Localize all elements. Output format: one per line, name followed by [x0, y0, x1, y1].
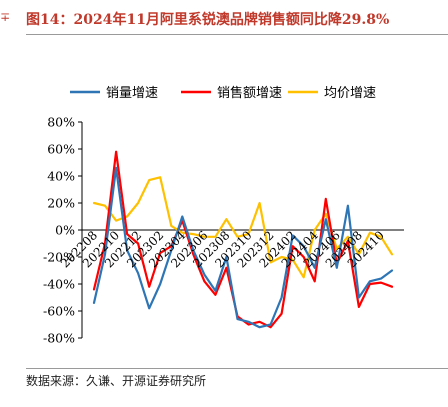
left-edge-mark: ∓ — [0, 10, 11, 24]
y-tick-label: 80% — [47, 115, 75, 130]
chart-axes: 80% 60% 40% 20% 0% -20% -40% -60% -80% — [43, 115, 404, 346]
data-source-note: 数据来源：久谦、开源证券研究所 — [26, 374, 207, 388]
footer-divider — [26, 368, 448, 369]
legend-label: 均价增速 — [324, 86, 376, 101]
y-tick-label: 0% — [55, 223, 75, 238]
series-line — [92, 166, 394, 329]
y-tick-label: 40% — [47, 169, 75, 184]
y-tick-label: -40% — [43, 277, 75, 292]
x-tick-labels: 2022082022102022122023022023042023062023… — [58, 228, 387, 271]
y-tick-label: -20% — [43, 250, 75, 265]
chart-series — [92, 150, 394, 329]
title-divider — [26, 34, 448, 35]
y-tick-label: -80% — [43, 331, 75, 346]
y-tick-label: 20% — [47, 196, 75, 211]
legend-label: 销售额增速 — [217, 85, 282, 101]
chart-legend: 销量增速 销售额增速 均价增速 — [70, 85, 376, 101]
chart-title: 图14：2024年11月阿里系锐澳品牌销售额同比降29.8% — [26, 12, 390, 28]
legend-label: 销量增速 — [106, 86, 158, 101]
y-tick-label: -60% — [43, 304, 75, 319]
y-tick-label: 60% — [47, 142, 75, 157]
